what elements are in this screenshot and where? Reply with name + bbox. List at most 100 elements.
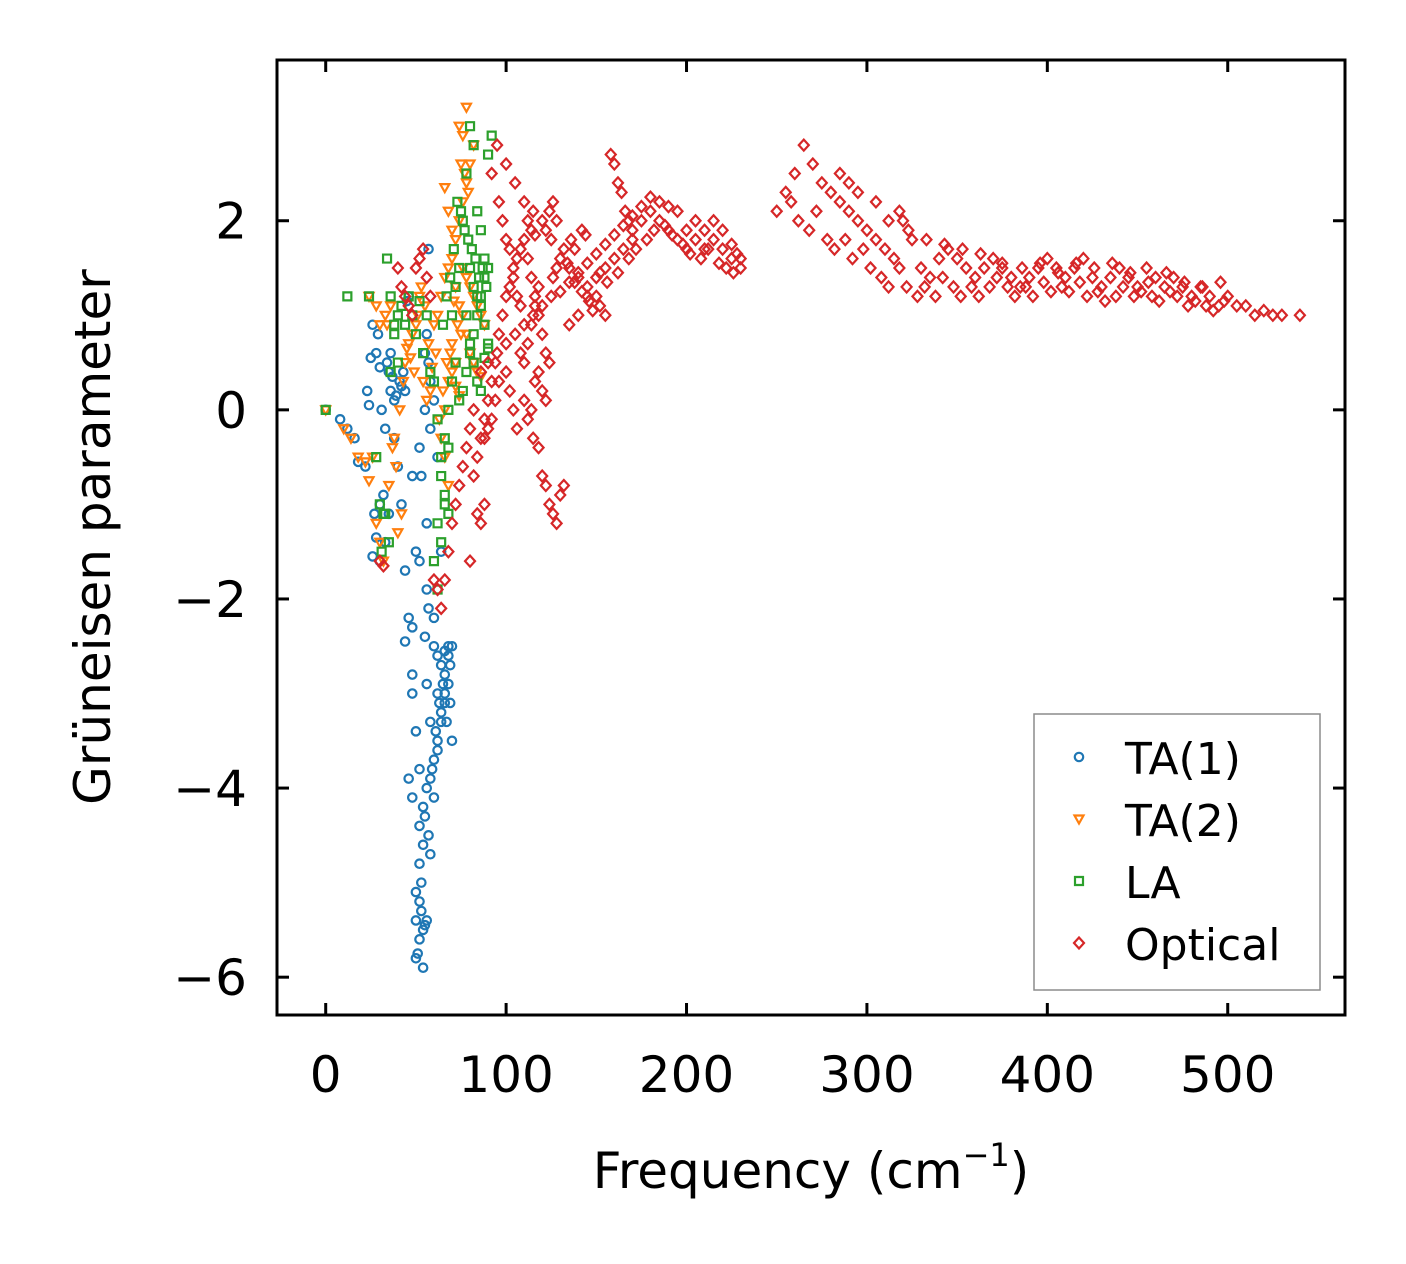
point-la xyxy=(389,329,400,340)
point-ta2 xyxy=(400,343,414,356)
point-optical xyxy=(643,189,657,205)
x-tick-label: 100 xyxy=(458,1046,553,1104)
x-tick-label: 300 xyxy=(819,1046,914,1104)
point-ta1 xyxy=(361,385,373,397)
point-optical xyxy=(797,137,811,153)
point-optical xyxy=(539,345,553,361)
point-optical xyxy=(474,516,488,531)
point-optical xyxy=(1091,284,1105,299)
point-la xyxy=(418,348,429,359)
point-optical xyxy=(977,260,991,276)
point-optical xyxy=(1167,270,1181,285)
point-ta1 xyxy=(334,414,346,425)
point-optical xyxy=(492,327,506,342)
point-ta2 xyxy=(369,518,383,531)
point-optical xyxy=(485,412,499,427)
point-optical xyxy=(611,175,625,191)
point-optical xyxy=(604,147,618,162)
point-la xyxy=(381,253,393,264)
point-optical xyxy=(1239,298,1253,313)
point-optical xyxy=(542,497,556,512)
point-optical xyxy=(892,260,906,276)
point-optical xyxy=(499,336,513,351)
y-tick-label: −2 xyxy=(173,571,247,629)
point-optical xyxy=(463,554,477,569)
point-ta1 xyxy=(437,678,449,690)
point-optical xyxy=(1040,251,1054,266)
point-optical xyxy=(652,194,666,209)
point-ta1 xyxy=(414,896,425,907)
point-ta1 xyxy=(421,678,433,690)
point-optical xyxy=(589,289,603,304)
point-la xyxy=(441,291,452,302)
point-ta2 xyxy=(443,348,457,360)
point-ta1 xyxy=(416,470,427,482)
point-ta1 xyxy=(421,782,433,794)
point-optical xyxy=(629,241,643,257)
point-la xyxy=(464,338,476,349)
point-optical xyxy=(544,232,558,247)
point-la xyxy=(443,508,454,519)
point-la xyxy=(389,319,400,330)
point-optical xyxy=(827,241,841,257)
legend-marker-la xyxy=(1073,875,1085,887)
point-ta2 xyxy=(429,348,443,360)
point-optical xyxy=(712,256,726,271)
point-optical xyxy=(506,270,520,285)
point-optical xyxy=(734,260,748,276)
point-optical xyxy=(503,241,517,257)
point-optical xyxy=(560,256,574,271)
point-optical xyxy=(1188,293,1202,309)
y-tick-label: −4 xyxy=(173,760,247,818)
x-axis-label-main: Frequency (cm xyxy=(593,1142,963,1200)
point-ta2 xyxy=(442,480,455,493)
point-optical xyxy=(1275,308,1289,323)
point-ta1 xyxy=(410,952,422,964)
point-ta2 xyxy=(436,386,450,398)
legend-marker-ta1 xyxy=(1073,751,1085,763)
point-optical xyxy=(1004,270,1018,285)
point-optical xyxy=(470,449,484,465)
point-la xyxy=(446,310,458,321)
point-optical xyxy=(968,270,982,285)
point-la xyxy=(472,376,483,387)
point-la xyxy=(455,206,467,217)
point-optical xyxy=(398,289,412,304)
point-optical xyxy=(1134,284,1148,299)
point-ta1 xyxy=(412,948,424,959)
point-ta1 xyxy=(416,905,427,917)
point-la xyxy=(479,253,490,264)
point-optical xyxy=(625,232,639,247)
point-optical xyxy=(539,478,553,493)
point-la xyxy=(459,225,470,236)
point-optical xyxy=(1022,270,1036,285)
point-optical xyxy=(1266,308,1280,323)
point-ta1 xyxy=(407,688,418,699)
point-optical xyxy=(521,213,535,228)
point-optical xyxy=(607,156,621,172)
point-ta1 xyxy=(432,650,443,661)
point-optical xyxy=(506,402,520,417)
point-ta1 xyxy=(419,919,431,931)
point-optical xyxy=(726,265,740,280)
point-optical xyxy=(618,204,632,219)
point-optical xyxy=(658,218,672,233)
point-optical xyxy=(550,260,564,276)
point-ta1 xyxy=(376,404,387,416)
point-la xyxy=(376,546,387,557)
point-la xyxy=(410,329,422,340)
point-la xyxy=(439,489,450,501)
point-optical xyxy=(900,279,914,295)
point-ta1 xyxy=(417,801,429,813)
point-optical xyxy=(1152,293,1166,309)
point-la xyxy=(475,300,486,311)
point-optical xyxy=(1141,275,1155,290)
point-la xyxy=(428,376,440,387)
point-ta1 xyxy=(441,716,452,728)
point-la xyxy=(428,556,440,567)
point-optical xyxy=(882,213,896,228)
point-optical xyxy=(1214,275,1228,290)
point-optical xyxy=(634,199,648,214)
point-ta2 xyxy=(431,310,444,323)
